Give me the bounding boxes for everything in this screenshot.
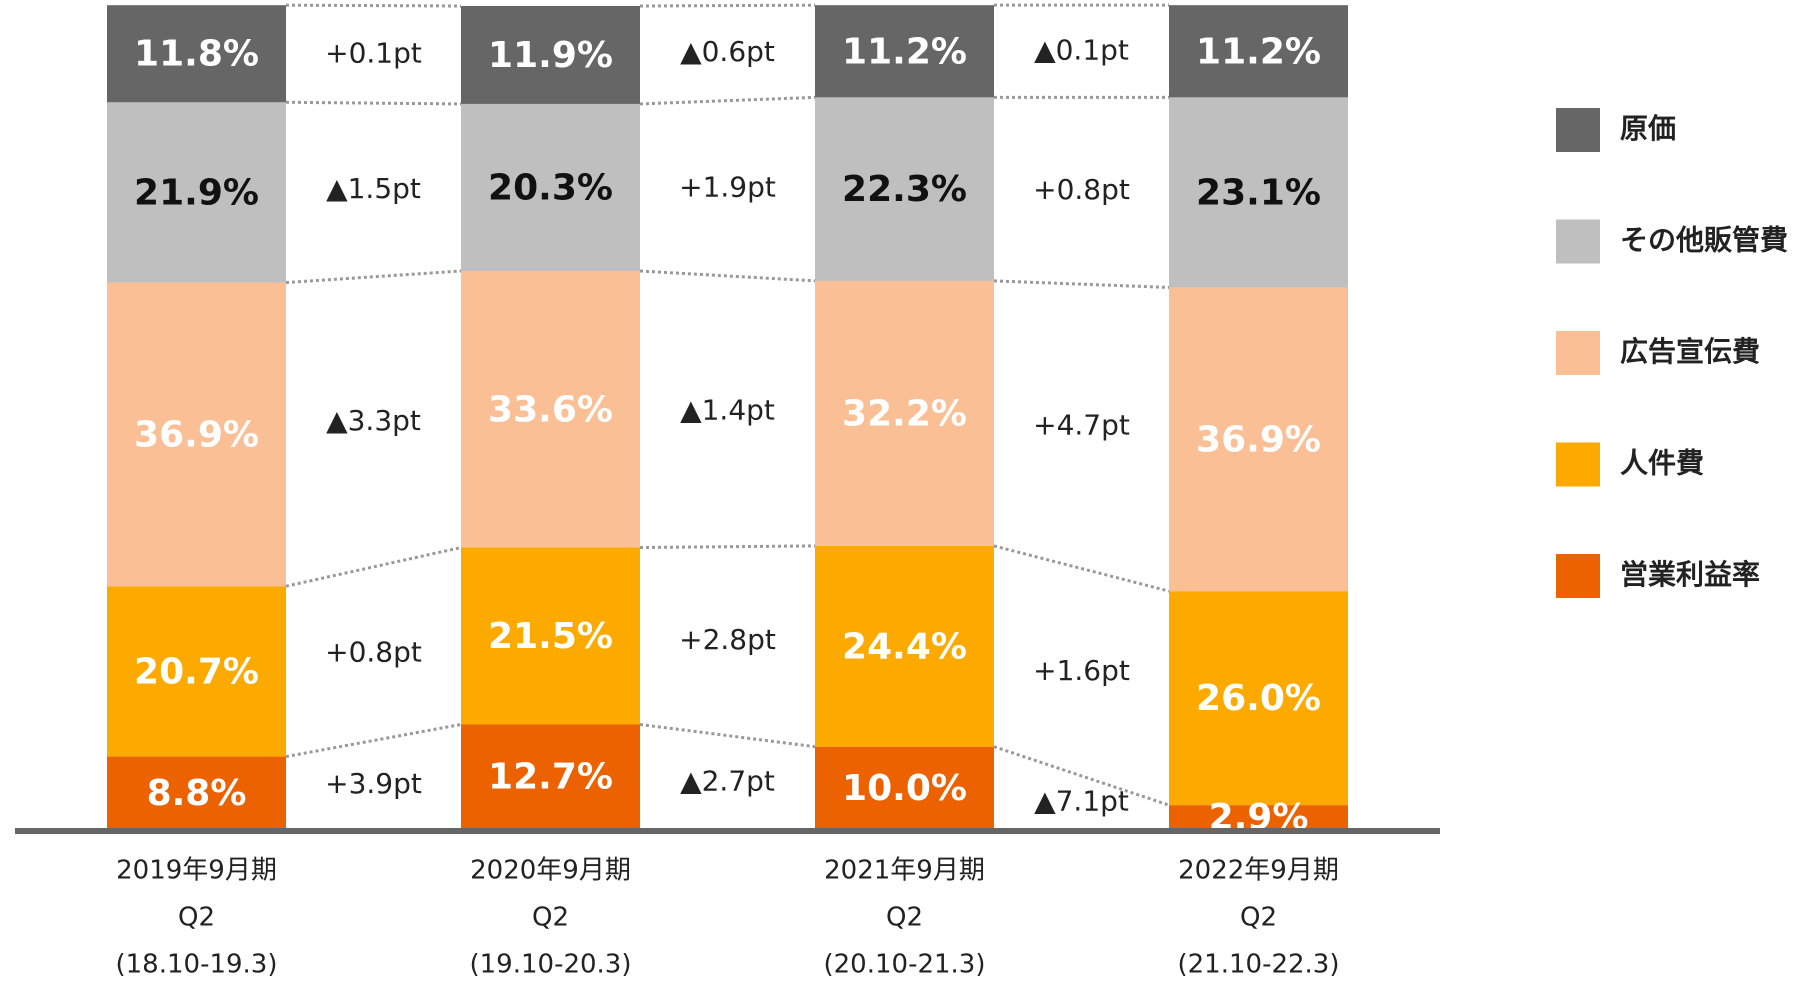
connector — [639, 544, 816, 550]
bar-segment — [107, 756, 286, 829]
legend-swatch — [1556, 554, 1600, 598]
legend-label: その他販管費 — [1620, 224, 1788, 257]
legend-label: 広告宣伝費 — [1620, 335, 1760, 368]
x-tick-label: 2021年9月期 — [824, 856, 985, 886]
legend-swatch — [1556, 442, 1600, 487]
value-label: 11.2% — [842, 31, 967, 72]
change-label: ▲1.5pt — [326, 172, 421, 205]
connector — [639, 3, 816, 8]
bar-segment — [815, 545, 994, 747]
bar-segment — [815, 746, 994, 829]
value-label: 11.2% — [1196, 31, 1321, 72]
change-label: +1.6pt — [1033, 654, 1130, 687]
bar-segment — [461, 6, 640, 104]
value-label: 21.5% — [488, 616, 613, 657]
bar-segment — [107, 282, 286, 587]
change-label: ▲1.4pt — [680, 393, 775, 426]
x-tick-label: (18.10-19.3) — [116, 950, 278, 980]
value-label: 20.7% — [134, 651, 259, 692]
x-tick-label: (20.10-21.3) — [824, 950, 986, 980]
x-tick-label: (19.10-20.3) — [470, 950, 632, 980]
connector — [285, 100, 462, 106]
value-label: 36.9% — [1196, 419, 1321, 460]
bar-segment — [815, 280, 994, 546]
connector — [285, 546, 462, 588]
legend-swatch — [1556, 219, 1600, 264]
change-label: +1.9pt — [679, 170, 776, 203]
legend-swatch — [1556, 108, 1600, 152]
connector — [993, 544, 1170, 593]
value-label: 8.8% — [147, 773, 247, 814]
connector — [993, 745, 1170, 807]
x-tick-label: 2020年9月期 — [470, 856, 631, 886]
change-label: ▲0.1pt — [1034, 33, 1129, 66]
change-label: +2.8pt — [679, 623, 776, 656]
x-tick-label: Q2 — [886, 903, 923, 933]
x-tick-label: 2022年9月期 — [1178, 856, 1339, 886]
value-label: 32.2% — [842, 393, 967, 434]
connector — [285, 723, 462, 759]
legend-label: 原価 — [1620, 112, 1676, 145]
value-label: 36.9% — [134, 414, 259, 455]
change-label: +4.7pt — [1033, 408, 1130, 441]
change-label: +0.8pt — [325, 636, 422, 669]
value-label: 11.9% — [488, 35, 613, 76]
bar-segment — [461, 103, 640, 272]
bar-segment — [815, 97, 994, 281]
x-tick-label: Q2 — [1240, 903, 1277, 933]
value-label: 20.3% — [488, 167, 613, 208]
connector — [285, 269, 462, 285]
value-label: 24.4% — [842, 626, 967, 667]
bar-segment — [461, 547, 640, 725]
connector — [639, 95, 816, 106]
change-label: ▲2.7pt — [680, 764, 775, 797]
value-label: 11.8% — [134, 34, 259, 75]
value-label: 21.9% — [134, 172, 259, 213]
x-tick-label: Q2 — [178, 903, 215, 933]
bar-segment — [107, 5, 286, 103]
connector — [993, 279, 1170, 289]
change-label: +0.8pt — [1033, 173, 1130, 206]
x-tick-label: (21.10-22.3) — [1178, 950, 1340, 980]
value-label: 22.3% — [842, 169, 967, 210]
bar-segment — [1169, 591, 1348, 806]
value-label: 10.0% — [842, 768, 967, 809]
bar-segment — [461, 724, 640, 829]
connector — [639, 269, 816, 283]
bar-segment — [1169, 287, 1348, 592]
x-tick-label: 2019年9月期 — [116, 856, 277, 886]
x-tick-label: Q2 — [532, 903, 569, 933]
change-label: ▲3.3pt — [326, 404, 421, 437]
legend-swatch — [1556, 331, 1600, 375]
bar-segment — [1169, 5, 1348, 98]
bar-segment — [461, 271, 640, 548]
connector — [285, 3, 462, 8]
bar-segment — [1169, 805, 1348, 829]
change-label: +3.9pt — [325, 767, 422, 800]
connector — [639, 722, 816, 749]
legend-label: 営業利益率 — [1620, 558, 1760, 591]
bar-segment — [1169, 97, 1348, 288]
bar-segment — [107, 102, 286, 283]
value-label: 12.7% — [488, 757, 613, 798]
legend-label: 人件費 — [1620, 447, 1704, 480]
value-label: 33.6% — [488, 389, 613, 430]
value-label: 26.0% — [1196, 678, 1321, 719]
value-label: 23.1% — [1196, 172, 1321, 213]
bar-segment — [815, 5, 994, 98]
change-label: ▲0.6pt — [680, 35, 775, 68]
change-label: ▲7.1pt — [1034, 784, 1129, 817]
change-label: +0.1pt — [325, 36, 422, 69]
bar-segment — [107, 586, 286, 757]
